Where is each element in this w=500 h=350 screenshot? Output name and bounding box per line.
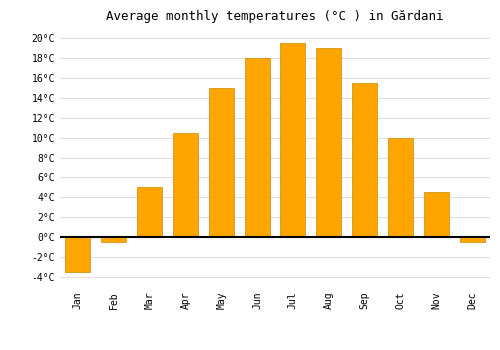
Bar — [388, 138, 413, 237]
Bar — [424, 193, 449, 237]
Bar — [316, 48, 342, 237]
Bar — [173, 133, 198, 237]
Title: Average monthly temperatures (°C ) in Gărdani: Average monthly temperatures (°C ) in Gă… — [106, 10, 444, 23]
Bar — [208, 88, 234, 237]
Bar — [101, 237, 126, 242]
Bar — [244, 58, 270, 237]
Bar — [66, 237, 90, 272]
Bar — [137, 187, 162, 237]
Bar — [352, 83, 377, 237]
Bar — [460, 237, 484, 242]
Bar — [280, 43, 305, 237]
